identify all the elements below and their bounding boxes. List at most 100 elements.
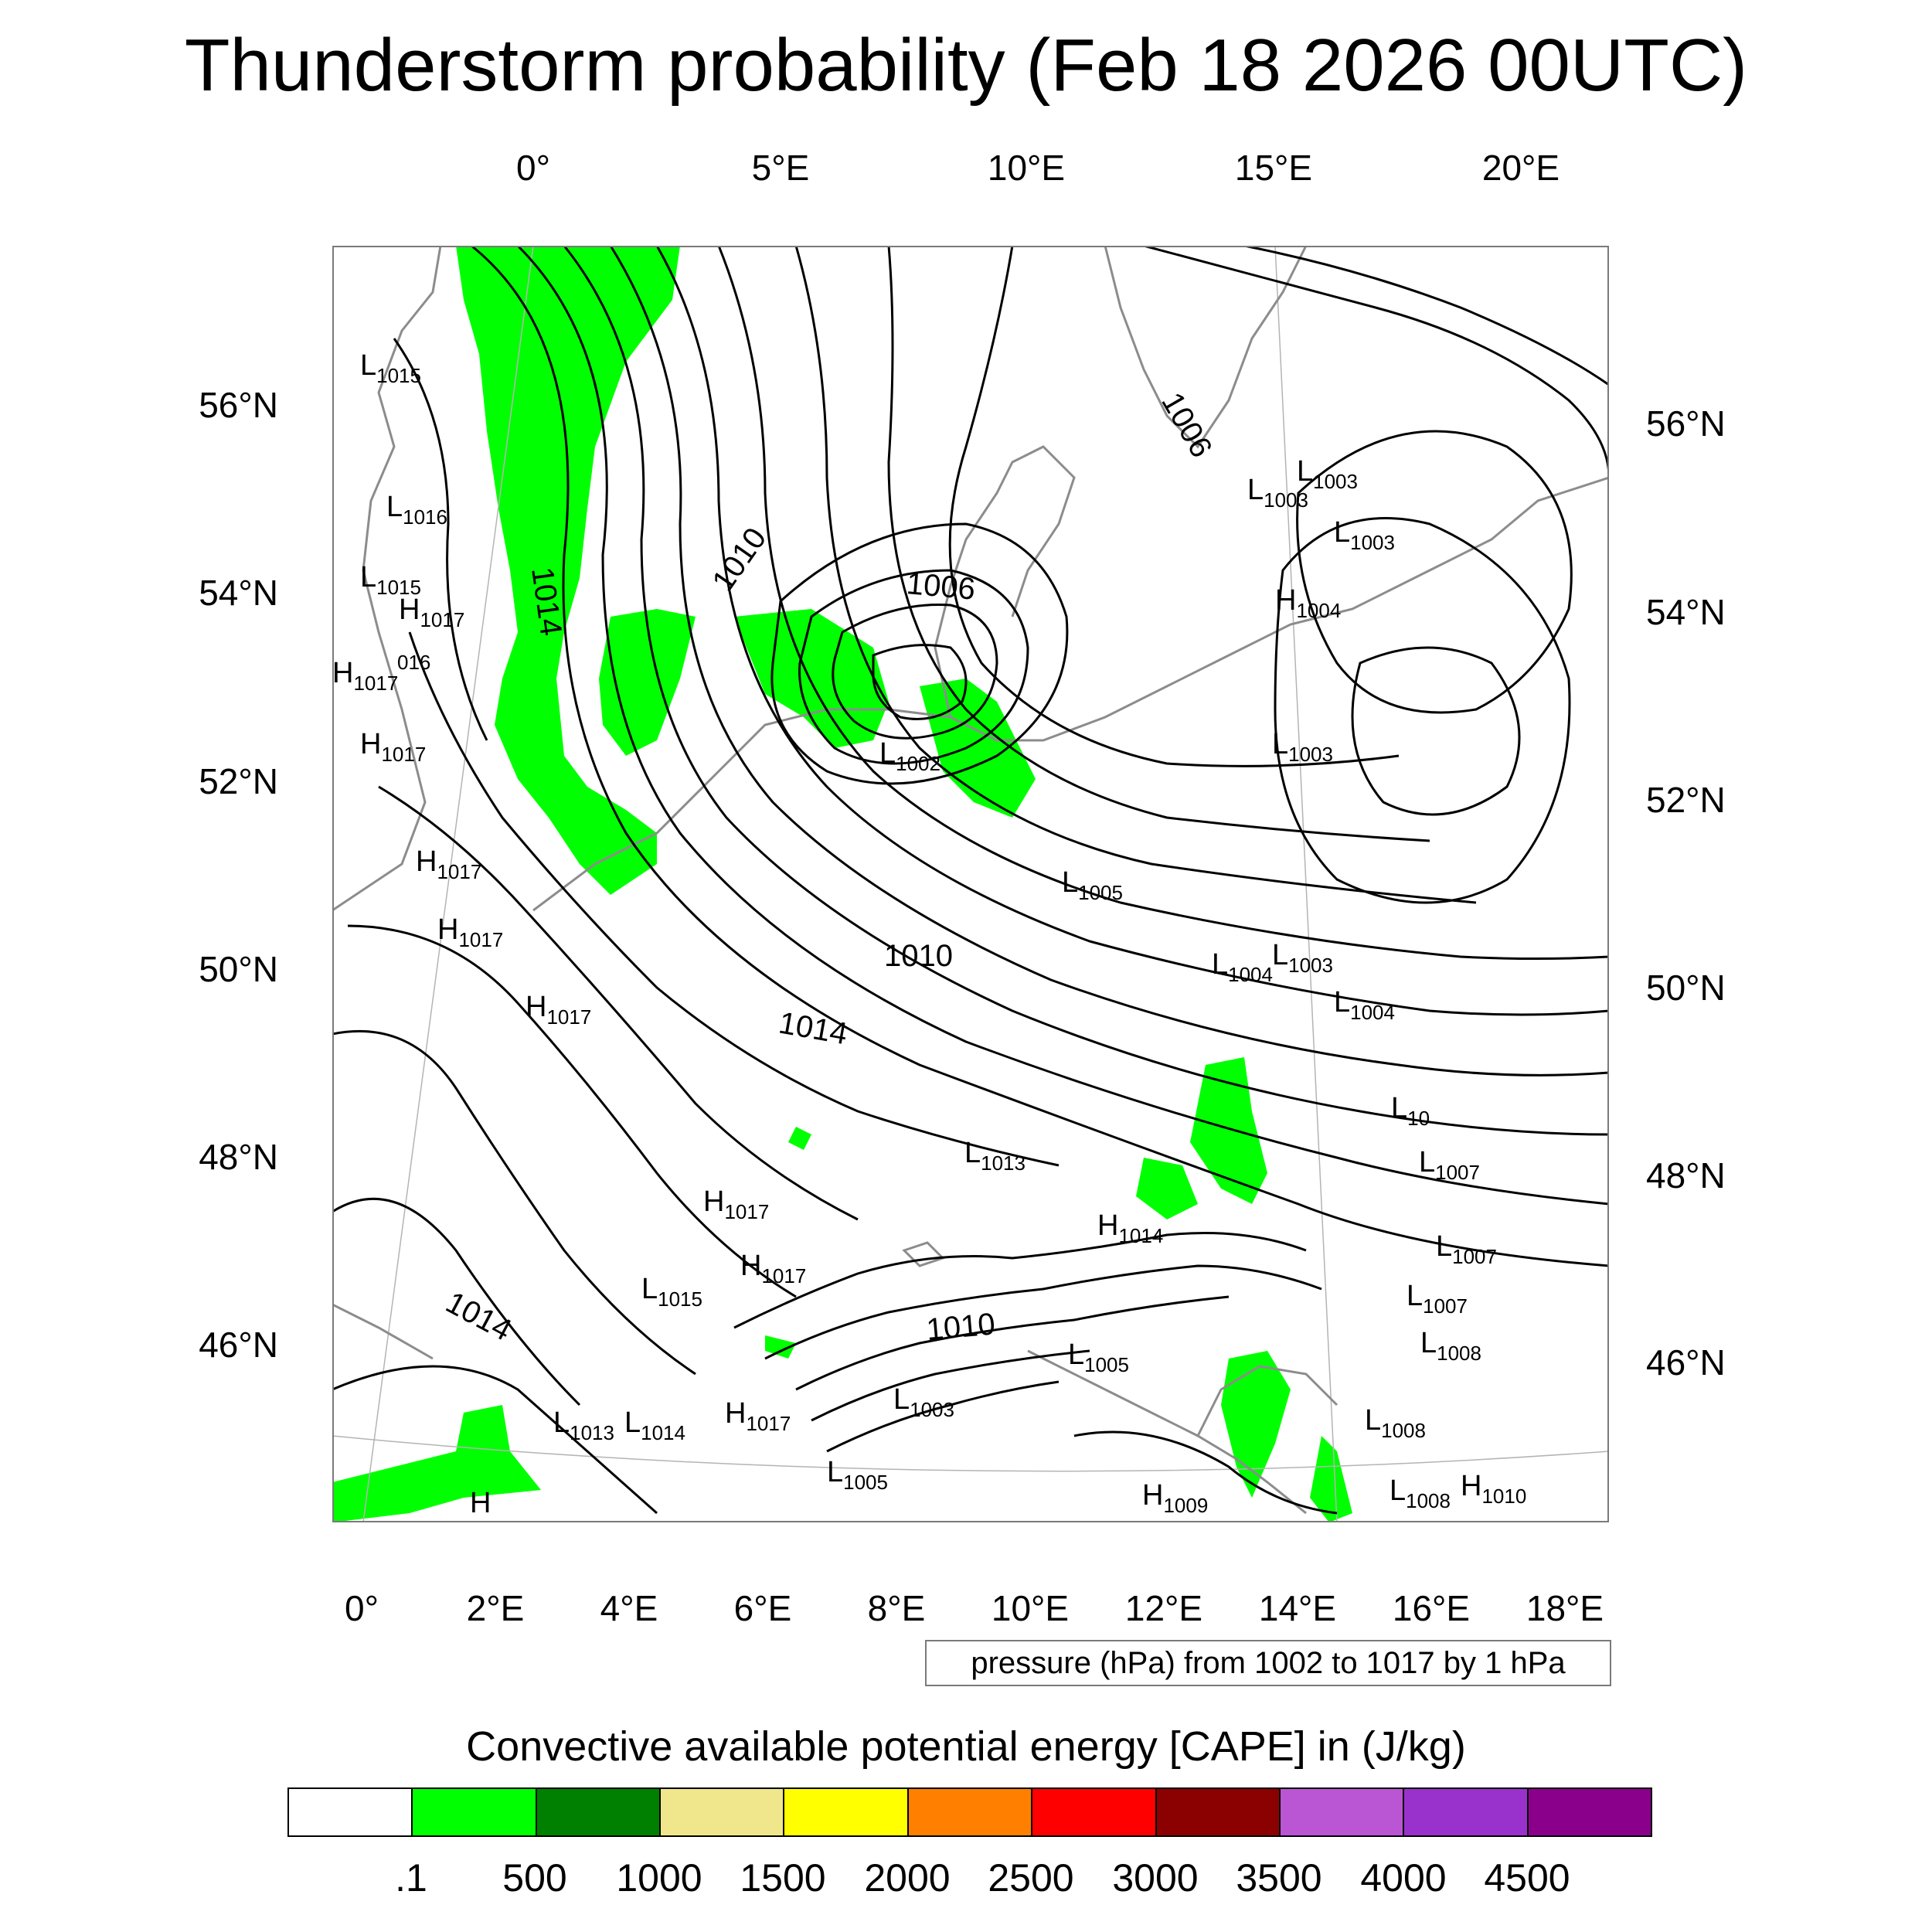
pressure-center-layer: L1015L1016L1015H1017H1017H1017H1017H1017…	[332, 349, 1526, 1519]
contour-label: 1010	[884, 939, 953, 973]
isobar-1013	[516, 246, 1609, 1206]
isobar-west-5	[378, 785, 859, 1221]
bottom-lon-label: 4°E	[600, 1588, 658, 1628]
colorbar-label: .1	[395, 1856, 427, 1900]
map-frame	[332, 246, 1609, 1522]
pressure-center-letter: H	[703, 1185, 724, 1218]
colorbar-swatch	[1032, 1789, 1157, 1835]
pressure-center-letter: L	[360, 561, 376, 594]
low-pressure-center: L1013	[964, 1137, 1026, 1175]
pressure-center-letter: L	[964, 1137, 981, 1169]
low-pressure-center: L1007	[1406, 1280, 1468, 1318]
low-pressure-center: L1003	[893, 1383, 954, 1421]
top-lon-label: 0°	[516, 148, 550, 188]
pressure-center-letter: L	[386, 491, 403, 523]
bottom-lon-label: 2°E	[466, 1588, 525, 1628]
top-lon-label: 10°E	[987, 148, 1066, 188]
pressure-center-value: 1013	[570, 1421, 614, 1444]
pressure-center-letter: H	[360, 728, 381, 760]
isobar-1002	[872, 644, 968, 720]
low-pressure-center: L1015	[360, 561, 421, 599]
colorbar-label: 1000	[616, 1856, 702, 1900]
colorbar-swatch	[1528, 1789, 1651, 1835]
high-pressure-center: H1017	[725, 1397, 791, 1435]
pressure-center-letter: H	[1275, 584, 1296, 617]
colorbar-swatch	[289, 1789, 413, 1835]
low-pressure-center: L1007	[1419, 1146, 1480, 1184]
colorbar-swatch	[661, 1789, 785, 1835]
isobar-1014	[471, 246, 1609, 1267]
low-pressure-center: L1004	[1334, 986, 1395, 1024]
pressure-center-value: 1015	[658, 1287, 702, 1311]
high-pressure-center: H	[470, 1487, 491, 1519]
bottom-lon-label: 10°E	[991, 1588, 1070, 1628]
pressure-center-value: 1004	[1296, 599, 1341, 622]
low-pressure-center: L1008	[1420, 1327, 1481, 1365]
high-pressure-center: H1009	[1142, 1479, 1208, 1517]
pressure-center-value: 1005	[1084, 1353, 1129, 1376]
colorbar-swatch	[536, 1789, 662, 1835]
low-pressure-center: L1013	[553, 1406, 614, 1444]
pressure-center-value: 1014	[1118, 1224, 1163, 1247]
pressure-center-letter: L	[827, 1456, 843, 1488]
bottom-lon-label: 0°	[345, 1588, 379, 1628]
colorbar-swatch	[1280, 1789, 1405, 1835]
high-pressure-center: H1004	[1275, 584, 1341, 622]
isobar-east-low-2	[1351, 646, 1521, 816]
cape-area-bavaria	[1136, 1158, 1198, 1219]
isobar-east-outer-2	[1243, 246, 1609, 386]
pressure-center-value: 1017	[458, 928, 503, 951]
pressure-center-value: 1017	[353, 672, 398, 695]
pressure-center-letter: L	[624, 1406, 641, 1439]
colorbar-swatch	[413, 1789, 537, 1835]
isobar-west-2	[332, 1197, 581, 1406]
high-pressure-center: H1017	[416, 845, 481, 883]
high-pressure-center: H1017	[703, 1185, 769, 1223]
left-lat-label: 50°N	[199, 949, 278, 989]
cape-area-alps-west	[788, 1127, 811, 1150]
isobar-west-4	[347, 924, 797, 1298]
pressure-center-value: 1017	[546, 1005, 591, 1029]
low-pressure-center: L1003	[1297, 455, 1358, 493]
colorbar-title: Convective available potential energy [C…	[466, 1723, 1466, 1770]
bottom-lon-label: 18°E	[1526, 1588, 1604, 1628]
map-panel[interactable]: 1014 1010 1006 1006 1010 1014 1010 1014 …	[332, 246, 1609, 1522]
coastline-france-south	[332, 1303, 434, 1360]
pressure-note: pressure (hPa) from 1002 to 1017 by 1 hP…	[925, 1640, 1611, 1686]
low-pressure-center: L1008	[1389, 1475, 1451, 1512]
pressure-center-value: 1005	[1078, 881, 1123, 904]
pressure-center-value: 1004	[1228, 963, 1273, 986]
high-pressure-center: H1017	[332, 657, 398, 695]
isobar-east-low	[1296, 430, 1573, 714]
cape-area-po	[765, 1335, 796, 1359]
pressure-center-letter: L	[1334, 516, 1350, 549]
cape-colorbar	[287, 1787, 1652, 1837]
pressure-center-value: 1003	[1264, 488, 1308, 512]
low-pressure-center: L1005	[1062, 866, 1123, 904]
colorbar-label: 2000	[864, 1856, 951, 1900]
bottom-lon-label: 14°E	[1258, 1588, 1337, 1628]
high-pressure-center: H1017	[740, 1250, 806, 1287]
bottom-lon-label: 6°E	[733, 1588, 792, 1628]
low-pressure-center: L1014	[624, 1406, 685, 1444]
pressure-center-value: 1017	[724, 1200, 769, 1223]
parallel-line	[332, 1435, 1609, 1472]
low-pressure-center: L1002	[879, 737, 940, 775]
isobar-west-6	[408, 631, 1060, 1167]
cape-area-netherlands	[734, 609, 889, 748]
isobar-alps-4	[811, 1349, 1090, 1422]
pressure-center-letter: L	[1389, 1475, 1406, 1507]
pressure-center-letter: L	[893, 1383, 910, 1416]
pressure-center-letter: H	[526, 991, 546, 1023]
pressure-center-letter: L	[1297, 455, 1313, 488]
left-lat-label: 46°N	[199, 1325, 278, 1365]
coastline-continent	[532, 476, 1609, 912]
colorbar-swatch	[1404, 1789, 1529, 1835]
pressure-center-value: 1017	[381, 743, 426, 766]
pressure-center-letter: L	[879, 737, 896, 770]
isobar-alps-2	[764, 1264, 1322, 1360]
isobar-1003	[832, 603, 998, 740]
pressure-center-value: 1007	[1435, 1161, 1480, 1184]
cape-area-croatia	[1310, 1436, 1352, 1522]
isobar-1005	[770, 522, 1069, 785]
